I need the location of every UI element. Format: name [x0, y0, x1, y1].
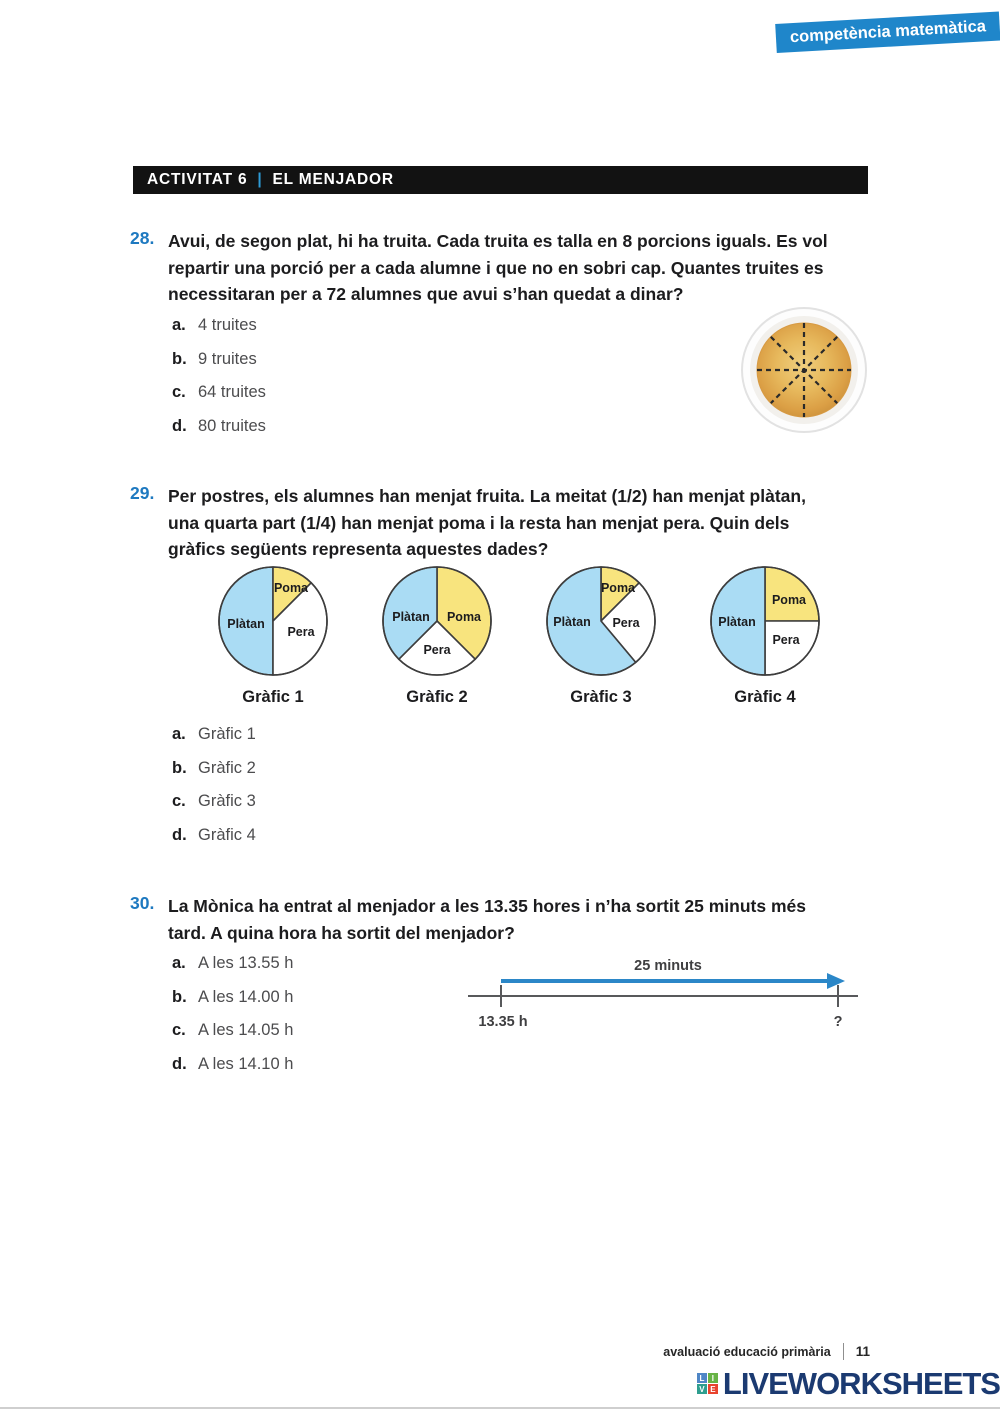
pie-slice-label: Pera — [423, 643, 451, 657]
timeline-duration-label: 25 minuts — [634, 958, 702, 974]
pie-slice-label: Poma — [772, 593, 807, 607]
pie-outline — [382, 566, 492, 676]
question-29-text: Per postres, els alumnes han menjat frui… — [168, 486, 806, 559]
activity-title: EL MENJADOR — [272, 171, 394, 188]
pie-chart-3: Poma Pera Plàtan Gràfic 3 — [526, 563, 676, 707]
timeline-start-label: 13.35 h — [478, 1014, 527, 1030]
option-letter: c. — [172, 792, 186, 811]
answer-option[interactable]: c. A les 14.05 h — [172, 1014, 293, 1048]
pie-svg: Poma Pera Plàtan — [710, 566, 820, 676]
pie-caption: Gràfic 3 — [570, 688, 632, 706]
question-29-number: 29. — [130, 483, 155, 503]
pie-caption: Gràfic 4 — [734, 688, 796, 706]
option-text: A les 14.10 h — [198, 1054, 294, 1073]
question-30-options: a. A les 13.55 h b. A les 14.00 h c. A les 14… — [172, 947, 293, 1081]
activity-number: ACTIVITAT 6 — [147, 171, 248, 188]
option-text: Gràfic 2 — [198, 758, 256, 777]
answer-option[interactable]: b. Gràfic 2 — [172, 752, 256, 786]
logo-letter-l: L — [696, 1373, 707, 1383]
answer-option[interactable]: d. Gràfic 4 — [172, 819, 256, 853]
option-letter: d. — [172, 1054, 187, 1073]
question-28-number: 28. — [130, 228, 155, 248]
answer-option[interactable]: b. A les 14.00 h — [172, 981, 293, 1015]
answer-option[interactable]: c. Gràfic 3 — [172, 785, 256, 819]
cut-lines — [757, 323, 851, 417]
option-text: A les 13.55 h — [198, 954, 294, 973]
answer-option[interactable]: a. 4 truites — [172, 309, 266, 343]
activity-separator: | — [257, 171, 263, 188]
activity-header-bar: ACTIVITAT 6 | EL MENJADOR — [133, 166, 868, 194]
question-30-text: La Mònica ha entrat al menjador a les 13… — [168, 896, 806, 943]
option-text: Gràfic 4 — [198, 825, 256, 844]
pie-slice-label: Plàtan — [392, 610, 430, 624]
question-30-number: 30. — [130, 893, 155, 913]
pie-chart-1: Plàtan Poma Pera Gràfic 1 — [198, 563, 348, 707]
logo-letter-i: I — [707, 1373, 718, 1383]
pie-slice-label: Plàtan — [718, 615, 756, 629]
pie-outline — [218, 566, 328, 676]
bottom-divider — [0, 1407, 1000, 1409]
pie-caption: Gràfic 2 — [406, 688, 468, 706]
pie-caption: Gràfic 1 — [242, 688, 304, 706]
duration-arrow — [501, 973, 845, 989]
option-letter: d. — [172, 416, 187, 435]
footer-credit: avaluació educació primària — [663, 1344, 831, 1359]
pie-slice-label: Poma — [601, 581, 636, 595]
pie-outline — [546, 566, 656, 676]
truita-image — [741, 307, 867, 433]
answer-option[interactable]: b. 9 truites — [172, 343, 266, 377]
option-text: A les 14.00 h — [198, 987, 294, 1006]
pie-svg: Poma Pera Plàtan — [382, 566, 492, 676]
logo-letter-e: E — [707, 1384, 718, 1394]
answer-option[interactable]: d. 80 truites — [172, 410, 266, 444]
option-text: 9 truites — [198, 349, 257, 368]
option-text: 4 truites — [198, 316, 257, 335]
option-letter: a. — [172, 954, 186, 973]
logo-letter-v: V — [696, 1384, 707, 1394]
option-letter: a. — [172, 725, 186, 744]
answer-option[interactable]: c. 64 truites — [172, 376, 266, 410]
option-letter: c. — [172, 383, 186, 402]
answer-option[interactable]: a. Gràfic 1 — [172, 718, 256, 752]
pie-slice-label: Pera — [772, 633, 800, 647]
timeline-diagram: 25 minuts 13.35 h ? — [468, 958, 858, 1030]
pie-slice-label: Plàtan — [227, 617, 265, 631]
option-text: Gràfic 1 — [198, 725, 256, 744]
pie-outline — [710, 566, 820, 676]
pie-slice-label: Plàtan — [553, 615, 591, 629]
option-letter: b. — [172, 349, 187, 368]
question-28-options: a. 4 truites b. 9 truites c. 64 truites d. 80 t… — [172, 309, 266, 443]
liveworksheets-wordmark: LIVEWORKSHEETS — [722, 1366, 1000, 1401]
option-text: A les 14.05 h — [198, 1021, 294, 1040]
answer-option[interactable]: d. A les 14.10 h — [172, 1048, 293, 1082]
question-29-options: a. Gràfic 1 b. Gràfic 2 c. Gràfic 3 d. Gràfic 4 — [172, 718, 256, 852]
pie-svg: Plàtan Poma Pera — [218, 566, 328, 676]
footer-separator — [842, 1343, 844, 1360]
footer-credit-line: avaluació educació primària 11 — [0, 1343, 870, 1360]
pie-slice-label: Poma — [274, 581, 309, 595]
option-letter: a. — [172, 316, 186, 335]
option-text: Gràfic 3 — [198, 792, 256, 811]
pie-svg: Poma Pera Plàtan — [546, 566, 656, 676]
answer-option[interactable]: a. A les 13.55 h — [172, 947, 293, 981]
option-text: 80 truites — [198, 416, 266, 435]
pie-slice-label: Pera — [612, 616, 640, 630]
pie-chart-4: Poma Pera Plàtan Gràfic 4 — [690, 563, 840, 707]
option-text: 64 truites — [198, 383, 266, 402]
competence-ribbon: competència matemàtica — [775, 11, 1000, 53]
option-letter: d. — [172, 825, 187, 844]
pie-slice-label: Pera — [287, 625, 315, 639]
page-number: 11 — [855, 1344, 870, 1359]
pie-slice-label: Poma — [447, 610, 482, 624]
pie-chart-2: Poma Pera Plàtan Gràfic 2 — [362, 563, 512, 707]
option-letter: b. — [172, 987, 187, 1006]
timeline-end-label: ? — [834, 1014, 843, 1030]
question-28-text: Avui, de segon plat, hi ha truita. Cada … — [168, 231, 828, 304]
option-letter: b. — [172, 758, 187, 777]
option-letter: c. — [172, 1021, 186, 1040]
